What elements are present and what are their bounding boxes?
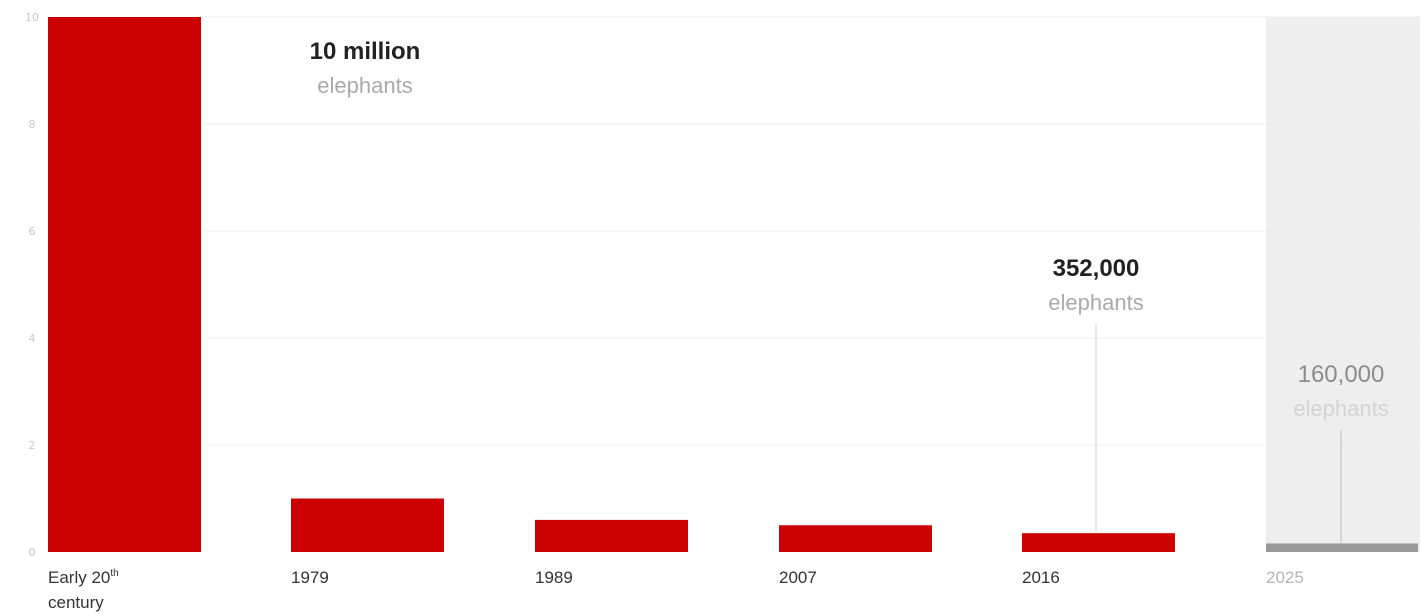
y-tick-label: 2 [29,439,36,452]
bar [1022,533,1175,552]
x-category-label: 2007 [779,568,817,587]
bar [1266,543,1418,552]
x-axis: Early 20th century 1979 1989 2007 2016 2025 [48,568,1304,612]
bar [535,519,688,552]
annotation-unit: elephants [317,73,412,98]
bar [779,525,932,552]
bar [291,498,444,552]
y-tick-label: 4 [29,332,36,345]
annotation-unit: elephants [1293,396,1388,421]
bars [48,17,1418,552]
x-category-label: 2016 [1022,568,1060,587]
y-axis: 0 2 4 6 8 10 [25,11,39,559]
annotation-value: 352,000 [1053,255,1140,282]
annotation-unit: elephants [1048,290,1143,315]
bar [48,17,201,552]
annotations: 10 million elephants 352,000 elephants 160,0… [310,38,1389,421]
annotation-value: 10 million [310,38,421,65]
y-tick-label: 6 [29,225,36,238]
y-tick-label: 10 [25,11,39,24]
x-category-label: Early 20th [48,568,119,587]
x-category-label: 1989 [535,568,573,587]
projection-band [1266,17,1420,552]
y-tick-label: 8 [29,118,36,131]
y-tick-label: 0 [29,546,36,559]
annotation-value: 160,000 [1298,361,1385,388]
gridlines [205,16,1420,446]
x-category-label: 2025 [1266,568,1304,587]
annotation-leaders [1095,324,1342,542]
x-category-label-line2: century [48,593,104,612]
x-category-label: 1979 [291,568,329,587]
